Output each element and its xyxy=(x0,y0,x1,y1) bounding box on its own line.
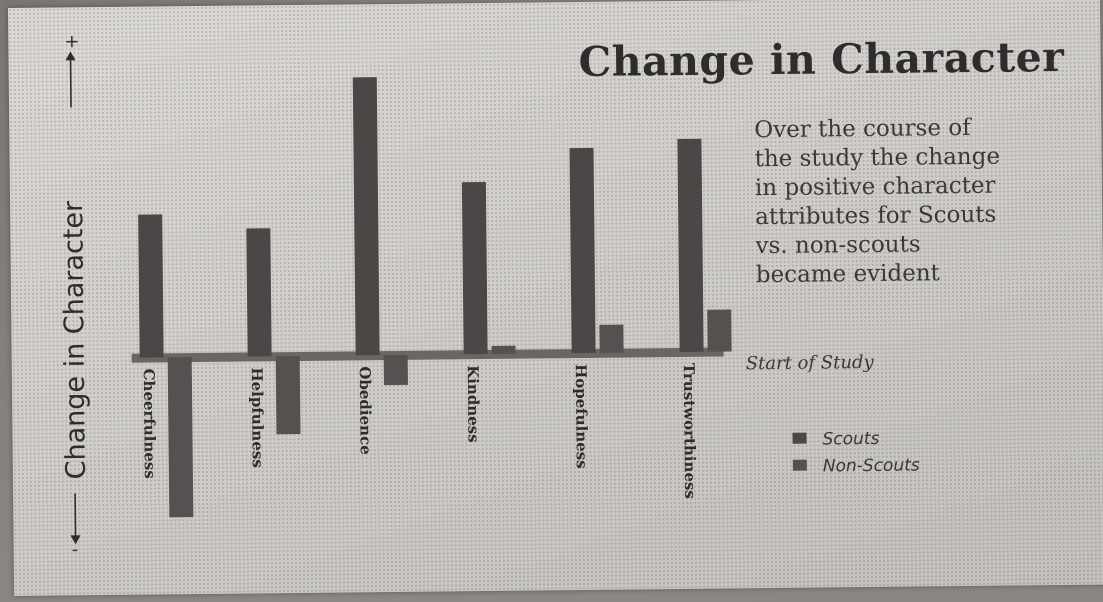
bar-non-scouts-cheerfulness xyxy=(167,357,194,518)
baseline-bar xyxy=(131,347,724,363)
legend-swatch-non-scouts xyxy=(792,459,807,471)
chart-svg: - Change in Character + Start of Study C… xyxy=(58,31,920,560)
legend: Scouts Non-Scouts xyxy=(792,429,920,476)
baseline-label: Start of Study xyxy=(746,352,875,374)
bar-non-scouts-trustworthiness xyxy=(707,309,732,352)
bar-non-scouts-helpfulness xyxy=(275,355,301,435)
y-axis-annotation: - Change in Character + xyxy=(58,31,92,560)
bars-layer xyxy=(138,77,732,518)
legend-label-scouts: Scouts xyxy=(822,429,879,450)
y-axis-down-arrow xyxy=(70,535,81,545)
bar-scouts-kindness xyxy=(461,182,488,355)
bar-scouts-hopefulness xyxy=(569,147,596,354)
category-label-trustworthiness: Trustworthiness xyxy=(680,363,699,499)
category-label-obedience: Obedience xyxy=(356,366,375,455)
bar-scouts-obedience xyxy=(352,77,380,356)
bar-non-scouts-obedience xyxy=(383,354,408,386)
bar-scouts-trustworthiness xyxy=(677,138,704,352)
y-axis-minus-sign: - xyxy=(72,539,79,560)
y-axis-plus-sign: + xyxy=(64,31,79,52)
category-labels-layer: Cheerfulness Helpfulness Obedience Kindness… xyxy=(140,363,699,499)
legend-swatch-scouts xyxy=(792,432,807,444)
y-axis-upper-line xyxy=(69,57,72,108)
paper-page: Change in Character Over the course of t… xyxy=(8,0,1103,596)
category-label-cheerfulness: Cheerfulness xyxy=(140,368,159,478)
y-axis-up-arrow xyxy=(65,51,76,61)
legend-label-non-scouts: Non-Scouts xyxy=(823,455,920,476)
bar-scouts-cheerfulness xyxy=(138,214,164,358)
y-axis-label: Change in Character xyxy=(58,200,92,480)
category-label-helpfulness: Helpfulness xyxy=(248,367,267,467)
bar-scouts-helpfulness xyxy=(246,228,272,357)
bar-non-scouts-kindness xyxy=(491,345,516,354)
category-label-kindness: Kindness xyxy=(464,365,483,443)
category-label-hopefulness: Hopefulness xyxy=(572,364,591,469)
bar-non-scouts-hopefulness xyxy=(599,324,624,353)
